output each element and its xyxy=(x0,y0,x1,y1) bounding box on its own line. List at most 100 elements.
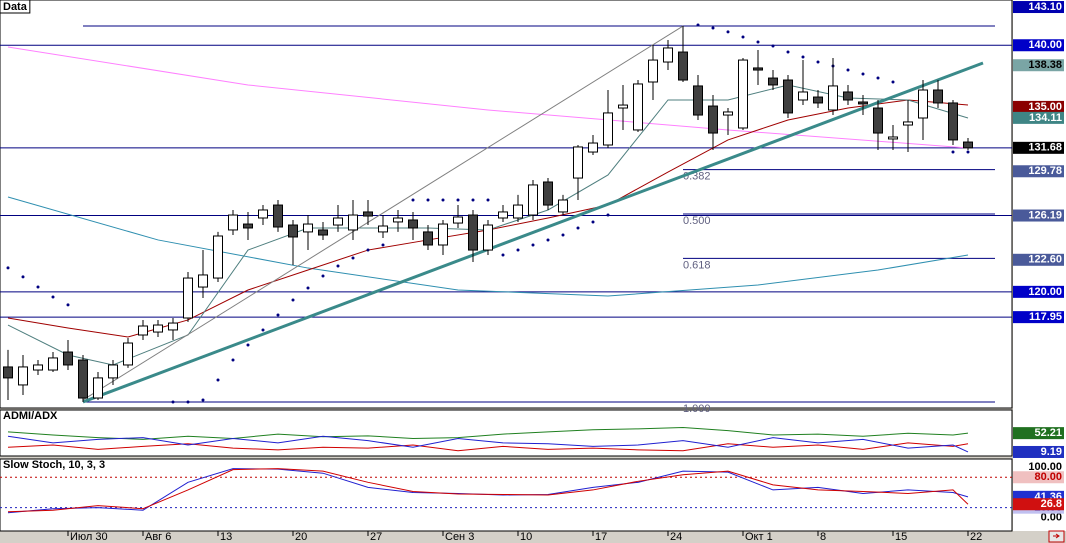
candle-body xyxy=(408,219,418,229)
sar-dot xyxy=(321,274,325,278)
price-label: 138.38 xyxy=(1028,59,1062,71)
candle-body xyxy=(693,85,703,116)
sar-dot xyxy=(216,378,220,382)
sar-dot xyxy=(426,198,430,202)
price-label-box xyxy=(1013,209,1064,222)
price-label-box xyxy=(1013,253,1064,266)
candle-body xyxy=(273,204,283,228)
sar-dot xyxy=(546,238,550,242)
price-label: 117.95 xyxy=(1029,311,1062,323)
sar-dot xyxy=(741,35,745,39)
candle-body xyxy=(348,214,358,231)
sar-dot xyxy=(51,295,55,299)
candle-body xyxy=(663,47,673,63)
sar-dot xyxy=(201,398,205,402)
x-tick-label: Авг 6 xyxy=(145,531,171,543)
candle-body xyxy=(258,209,268,219)
indicator-line xyxy=(7,442,969,452)
sar-dot xyxy=(756,40,760,44)
candle-body xyxy=(363,211,373,217)
candle-body xyxy=(453,216,463,224)
sar-dot xyxy=(186,400,190,404)
candle-body xyxy=(48,357,58,371)
fib-label: 0.500 xyxy=(683,215,711,227)
price-label: 135.00 xyxy=(1028,101,1062,113)
x-tick-label: 20 xyxy=(295,531,307,543)
candle-body xyxy=(333,217,343,226)
candle-body xyxy=(903,121,913,126)
sar-dot xyxy=(726,30,730,34)
sar-dot xyxy=(801,55,805,59)
candle-body xyxy=(543,181,553,206)
price-label: 143.10 xyxy=(1028,1,1062,13)
x-tick-label: 24 xyxy=(670,531,682,543)
candle-body xyxy=(483,224,493,251)
candle-body xyxy=(213,235,223,279)
corner-icon xyxy=(1053,533,1060,539)
candle-body xyxy=(438,223,448,246)
price-label-box xyxy=(1013,59,1064,72)
price-label-box xyxy=(1013,141,1064,154)
sar-dot xyxy=(366,248,370,252)
candle-body xyxy=(93,377,103,399)
y-tick-label: 0.00 xyxy=(1041,512,1062,524)
panel-title-box xyxy=(0,0,31,14)
sar-dot xyxy=(246,343,250,347)
price-label: 129.78 xyxy=(1028,165,1062,177)
x-tick-label: 17 xyxy=(595,531,607,543)
candle-body xyxy=(753,67,763,71)
price-label-box xyxy=(1013,39,1064,52)
sar-dot xyxy=(336,264,340,268)
candle-body xyxy=(138,325,148,336)
level-label-box xyxy=(1013,471,1064,484)
sar-dot xyxy=(36,285,40,289)
sar-dot xyxy=(711,26,715,30)
x-tick-label: 13 xyxy=(220,531,232,543)
sar-dot xyxy=(441,198,445,202)
sar-dot xyxy=(951,150,955,154)
indicator-line xyxy=(7,435,969,453)
x-tick-label: 8 xyxy=(820,531,826,543)
candle-body xyxy=(153,324,163,333)
indicator-line xyxy=(7,468,969,513)
sar-dot xyxy=(276,313,280,317)
price-label-box xyxy=(1013,165,1064,178)
candle-body xyxy=(123,342,133,366)
price-label: 140.00 xyxy=(1028,39,1062,51)
price-label: 120.00 xyxy=(1028,286,1062,298)
panel-title: ADMI/ADX xyxy=(3,410,58,422)
candle-body xyxy=(783,79,793,114)
panel-title: Slow Stoch, 10, 3, 3 xyxy=(3,459,105,471)
price-label-box xyxy=(1013,1,1064,14)
sar-dot xyxy=(291,298,295,302)
adx-panel xyxy=(0,409,1013,457)
sar-dot xyxy=(786,50,790,54)
sar-dot xyxy=(876,76,880,80)
candle-body xyxy=(963,141,973,149)
value-label: 26.8 xyxy=(1041,498,1062,510)
price-label: 126.19 xyxy=(1028,209,1062,221)
candle-body xyxy=(78,359,88,399)
candle-body xyxy=(393,217,403,223)
sar-dot xyxy=(771,44,775,48)
sar-dot xyxy=(531,243,535,247)
candle-body xyxy=(678,51,688,81)
sar-dot xyxy=(591,220,595,224)
sar-dot xyxy=(66,303,70,307)
candle-body xyxy=(768,77,778,86)
value-label-box xyxy=(1013,498,1064,511)
sar-dot xyxy=(21,275,25,279)
value-label-box xyxy=(1013,445,1064,458)
price-label: 134.11 xyxy=(1029,112,1062,124)
candle-body xyxy=(33,364,43,371)
trendline xyxy=(82,61,984,404)
candle-body xyxy=(288,224,298,238)
candle-body xyxy=(843,91,853,101)
x-tick-label: 27 xyxy=(370,531,382,543)
candle-body xyxy=(168,322,178,331)
sar-dot xyxy=(231,358,235,362)
candle-body xyxy=(858,101,868,105)
candle-body xyxy=(933,89,943,104)
